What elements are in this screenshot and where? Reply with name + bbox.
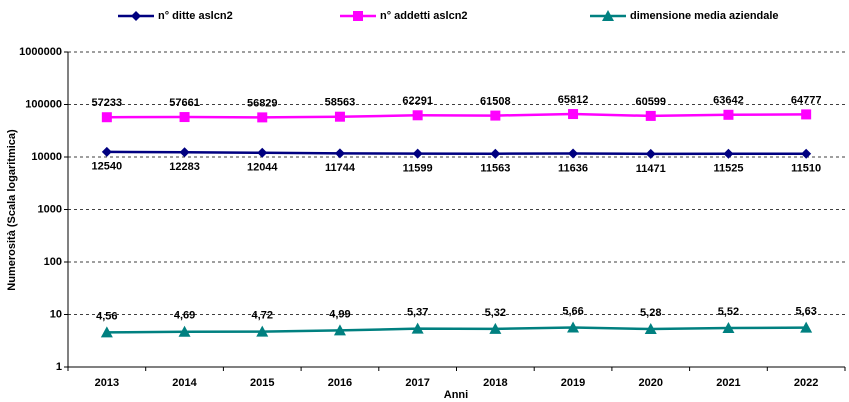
marker [568,109,579,120]
value-label: 57233 [92,97,123,109]
marker [644,323,657,335]
y-tick-label: 10 [50,308,62,320]
value-label: 11636 [558,162,588,174]
marker [334,148,345,159]
marker [490,148,501,159]
marker [490,110,501,121]
x-tick-label: 2022 [794,377,818,389]
value-label: 63642 [713,95,744,107]
value-label: 4,56 [96,310,117,322]
x-tick-label: 2013 [95,377,119,389]
x-tick-label: 2017 [405,377,429,389]
marker [257,147,268,158]
value-label: 5,37 [407,307,428,319]
marker [101,112,112,123]
y-tick-label: 100000 [25,98,62,110]
x-tick-label: 2015 [250,377,274,389]
value-label: 5,28 [640,307,661,319]
value-label: 4,72 [252,310,273,322]
value-label: 11471 [636,163,666,175]
value-label: 57661 [169,97,200,109]
marker [800,321,813,333]
marker [411,322,424,334]
marker [353,11,363,21]
series-line [106,112,807,119]
marker [645,148,656,159]
marker [645,110,656,121]
marker [179,147,190,158]
value-label: 5,32 [485,307,506,319]
value-label: 11563 [480,163,510,175]
marker [178,325,191,337]
legend-label: n° addetti aslcn2 [380,10,468,22]
value-label: 11525 [713,163,743,175]
x-tick-label: 2016 [328,377,352,389]
marker [333,324,346,336]
value-label: 12283 [169,161,200,173]
series-line [106,326,807,334]
y-tick-label: 100 [44,256,62,268]
value-label: 56829 [247,97,278,109]
marker [412,110,423,121]
legend-label: n° ditte aslcn2 [158,10,233,22]
y-tick-label: 10000 [31,151,62,163]
marker [801,109,812,120]
y-axis-title: Numerosità (Scala logaritmica) [6,129,18,291]
marker [723,109,734,120]
value-label: 5,52 [718,306,739,318]
value-label: 11744 [325,162,356,174]
marker [100,326,113,338]
value-label: 12540 [92,161,123,173]
marker [412,148,423,159]
marker [723,148,734,159]
marker [567,321,580,333]
value-label: 60599 [635,96,666,108]
x-tick-label: 2021 [716,377,740,389]
series-line [106,150,807,156]
value-label: 4,69 [174,310,195,322]
y-tick-label: 1000 [38,203,62,215]
x-tick-label: 2020 [639,377,663,389]
value-label: 64777 [791,94,822,106]
value-label: 12044 [247,162,278,174]
marker [489,322,502,334]
value-label: 65812 [558,94,589,106]
value-label: 4,99 [329,308,350,320]
x-axis-title: Anni [444,389,468,401]
marker [568,148,579,159]
x-tick-label: 2019 [561,377,585,389]
legend-label: dimensione media aziendale [630,10,779,22]
value-label: 5,63 [795,306,816,318]
x-tick-label: 2018 [483,377,507,389]
x-tick-label: 2014 [172,377,197,389]
value-label: 62291 [402,95,433,107]
value-label: 11510 [791,163,821,175]
marker [179,112,190,123]
marker [131,11,141,21]
marker [602,10,614,21]
marker [801,148,812,159]
value-label: 11599 [403,163,433,175]
marker [256,325,269,337]
marker [101,146,112,157]
y-tick-label: 1 [56,361,62,373]
y-tick-label: 1000000 [19,46,62,58]
value-label: 58563 [325,97,356,109]
value-label: 5,66 [562,305,583,317]
marker [722,322,735,334]
marker [334,111,345,122]
marker [257,112,268,123]
value-label: 61508 [480,95,511,107]
